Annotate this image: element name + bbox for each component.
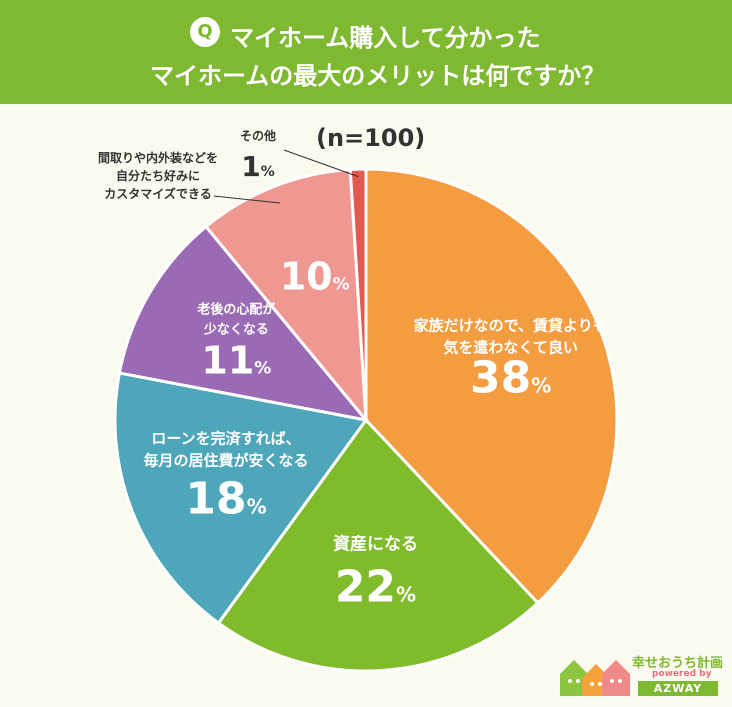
logo-powered-by: powered by xyxy=(652,669,712,679)
question-title-line1: マイホーム購入して分かった xyxy=(230,24,541,52)
slice-category-label: 老後の心配が xyxy=(196,301,275,317)
slice-category-label: 自分たち好みに xyxy=(116,168,200,183)
pie-slice xyxy=(113,371,369,626)
slice-category-label: その他 xyxy=(240,128,276,143)
logo-brand: AZWAY xyxy=(638,681,718,696)
slice-percent-label: 1% xyxy=(241,150,275,183)
slice-category-label: 毎月の居住費が安くなる xyxy=(143,451,308,469)
question-title-line2: マイホームの最大のメリットは何ですか？ xyxy=(150,62,606,90)
leader-line xyxy=(213,195,281,204)
slice-percent-label: 38% xyxy=(470,353,551,404)
sample-size-label: (n=100) xyxy=(316,124,426,152)
slice-category-label: カスタマイズできる xyxy=(104,186,211,201)
question-header: Q マイホーム購入して分かった マイホームの最大のメリットは何ですか？ xyxy=(0,0,732,104)
slice-category-label: 間取りや内外装などを xyxy=(98,150,218,165)
house-logo-icon xyxy=(560,660,630,696)
pie-slice xyxy=(348,167,368,421)
leader-line xyxy=(283,149,359,178)
pie-slice xyxy=(364,167,619,606)
slice-category-label: ローンを完済すれば、 xyxy=(151,429,300,447)
brand-logo: 幸せおうち計画 powered by AZWAY xyxy=(556,648,732,703)
slice-percent-label: 22% xyxy=(335,561,416,612)
slice-percent-label: 10% xyxy=(280,254,350,298)
question-badge: Q xyxy=(190,17,220,47)
pie-slice xyxy=(216,417,540,673)
slice-category-label: 家族だけなので、賃貸よりも xyxy=(414,317,608,335)
slice-category-label: 資産になる xyxy=(333,533,418,554)
slice-percent-label: 18% xyxy=(185,473,266,524)
slice-percent-label: 11% xyxy=(201,338,271,382)
pie-slice xyxy=(117,224,370,423)
slice-category-label: 少なくなる xyxy=(203,321,269,337)
logo-name: 幸せおうち計画 xyxy=(632,656,724,671)
slice-category-label: 気を遣わなくて良い xyxy=(443,339,578,357)
